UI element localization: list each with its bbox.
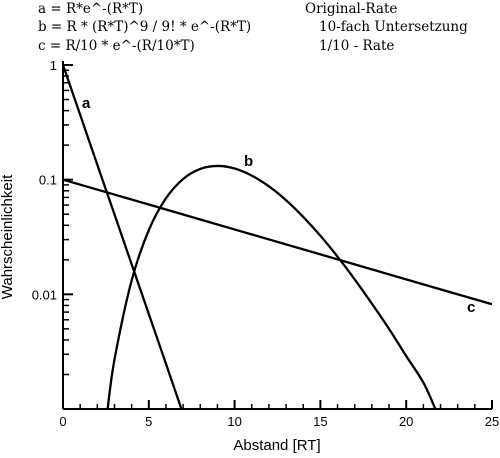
y-tick-label: 0.01 <box>32 287 57 302</box>
series-c-line <box>63 178 492 306</box>
y-tick-label: 1 <box>50 58 57 73</box>
x-tick-label: 0 <box>59 414 66 429</box>
y-axis-title: Wahrscheinlichkeit <box>0 174 16 299</box>
legend-formula-c: c = R/10 * e^-(R/10*T) <box>38 38 195 54</box>
series-b-line <box>106 164 437 409</box>
legend-desc-a: Original-Rate <box>305 1 397 17</box>
x-tick-label: 5 <box>145 414 152 429</box>
legend-formula-b: b = R * (R*T)^9 / 9! * e^-(R*T) <box>38 19 251 35</box>
tick-labels: 0 5 10 15 20 25 1 0.1 0.01 <box>32 58 500 429</box>
x-tick-label: 25 <box>485 414 499 429</box>
x-tick-label: 20 <box>399 414 413 429</box>
x-tick-label: 10 <box>227 414 241 429</box>
legend-formula-a: a = R*e^-(R*T) <box>38 1 143 17</box>
axes <box>62 61 492 410</box>
tick-marks <box>62 64 493 410</box>
series-a-line <box>63 64 183 409</box>
y-tick-label: 0.1 <box>39 173 57 188</box>
curve-label-b: b <box>244 153 253 170</box>
curve-label-a: a <box>82 95 91 112</box>
x-tick-label: 15 <box>313 414 327 429</box>
x-axis-title: Abstand [RT] <box>233 437 320 454</box>
legend-desc-b: 10-fach Untersetzung <box>319 19 468 35</box>
curve-label-c: c <box>467 299 475 316</box>
legend-desc-c: 1/10 - Rate <box>319 38 394 54</box>
series-lines <box>63 64 492 409</box>
